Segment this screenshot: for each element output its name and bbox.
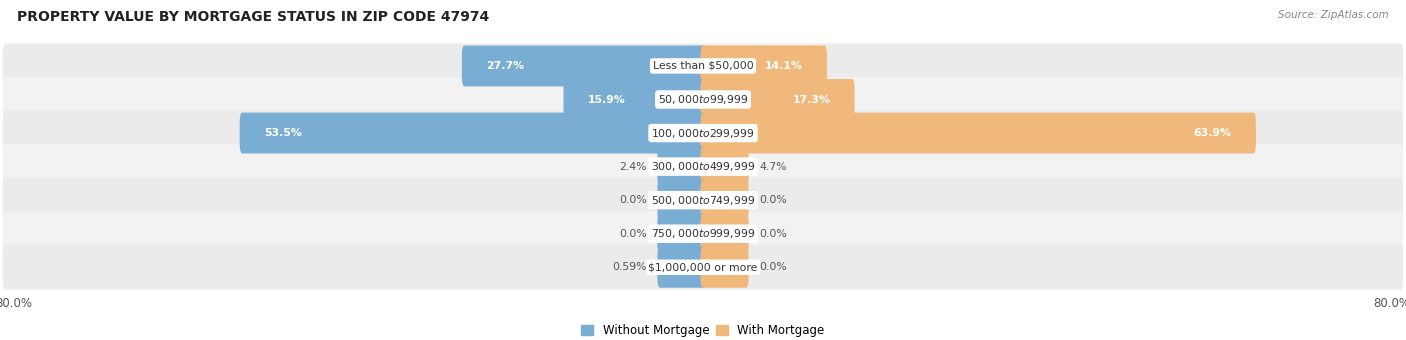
Text: 0.0%: 0.0% bbox=[619, 195, 647, 205]
Text: $100,000 to $299,999: $100,000 to $299,999 bbox=[651, 126, 755, 139]
Text: 0.59%: 0.59% bbox=[613, 262, 647, 272]
FancyBboxPatch shape bbox=[3, 110, 1403, 155]
FancyBboxPatch shape bbox=[658, 247, 706, 288]
Text: 15.9%: 15.9% bbox=[588, 95, 626, 104]
Text: 53.5%: 53.5% bbox=[264, 128, 302, 138]
FancyBboxPatch shape bbox=[700, 146, 748, 187]
Text: PROPERTY VALUE BY MORTGAGE STATUS IN ZIP CODE 47974: PROPERTY VALUE BY MORTGAGE STATUS IN ZIP… bbox=[17, 10, 489, 24]
Text: Less than $50,000: Less than $50,000 bbox=[652, 61, 754, 71]
Text: 0.0%: 0.0% bbox=[759, 195, 787, 205]
Legend: Without Mortgage, With Mortgage: Without Mortgage, With Mortgage bbox=[576, 319, 830, 340]
FancyBboxPatch shape bbox=[564, 79, 706, 120]
Text: $500,000 to $749,999: $500,000 to $749,999 bbox=[651, 194, 755, 207]
Text: $300,000 to $499,999: $300,000 to $499,999 bbox=[651, 160, 755, 173]
FancyBboxPatch shape bbox=[700, 113, 1256, 154]
FancyBboxPatch shape bbox=[3, 245, 1403, 290]
FancyBboxPatch shape bbox=[658, 146, 706, 187]
FancyBboxPatch shape bbox=[658, 180, 706, 221]
Text: 0.0%: 0.0% bbox=[759, 229, 787, 239]
Text: 2.4%: 2.4% bbox=[620, 162, 647, 172]
Text: 17.3%: 17.3% bbox=[793, 95, 831, 104]
Text: $50,000 to $99,999: $50,000 to $99,999 bbox=[658, 93, 748, 106]
FancyBboxPatch shape bbox=[700, 46, 827, 86]
Text: $1,000,000 or more: $1,000,000 or more bbox=[648, 262, 758, 272]
Text: 27.7%: 27.7% bbox=[486, 61, 524, 71]
FancyBboxPatch shape bbox=[700, 79, 855, 120]
FancyBboxPatch shape bbox=[3, 178, 1403, 223]
Text: 0.0%: 0.0% bbox=[619, 229, 647, 239]
FancyBboxPatch shape bbox=[3, 211, 1403, 256]
Text: $750,000 to $999,999: $750,000 to $999,999 bbox=[651, 227, 755, 240]
FancyBboxPatch shape bbox=[461, 46, 706, 86]
Text: 63.9%: 63.9% bbox=[1194, 128, 1232, 138]
Text: Source: ZipAtlas.com: Source: ZipAtlas.com bbox=[1278, 10, 1389, 20]
FancyBboxPatch shape bbox=[700, 180, 748, 221]
FancyBboxPatch shape bbox=[700, 247, 748, 288]
FancyBboxPatch shape bbox=[3, 44, 1403, 88]
FancyBboxPatch shape bbox=[3, 144, 1403, 189]
Text: 4.7%: 4.7% bbox=[759, 162, 786, 172]
FancyBboxPatch shape bbox=[658, 213, 706, 254]
Text: 14.1%: 14.1% bbox=[765, 61, 803, 71]
Text: 0.0%: 0.0% bbox=[759, 262, 787, 272]
FancyBboxPatch shape bbox=[3, 77, 1403, 122]
FancyBboxPatch shape bbox=[239, 113, 706, 154]
FancyBboxPatch shape bbox=[700, 213, 748, 254]
